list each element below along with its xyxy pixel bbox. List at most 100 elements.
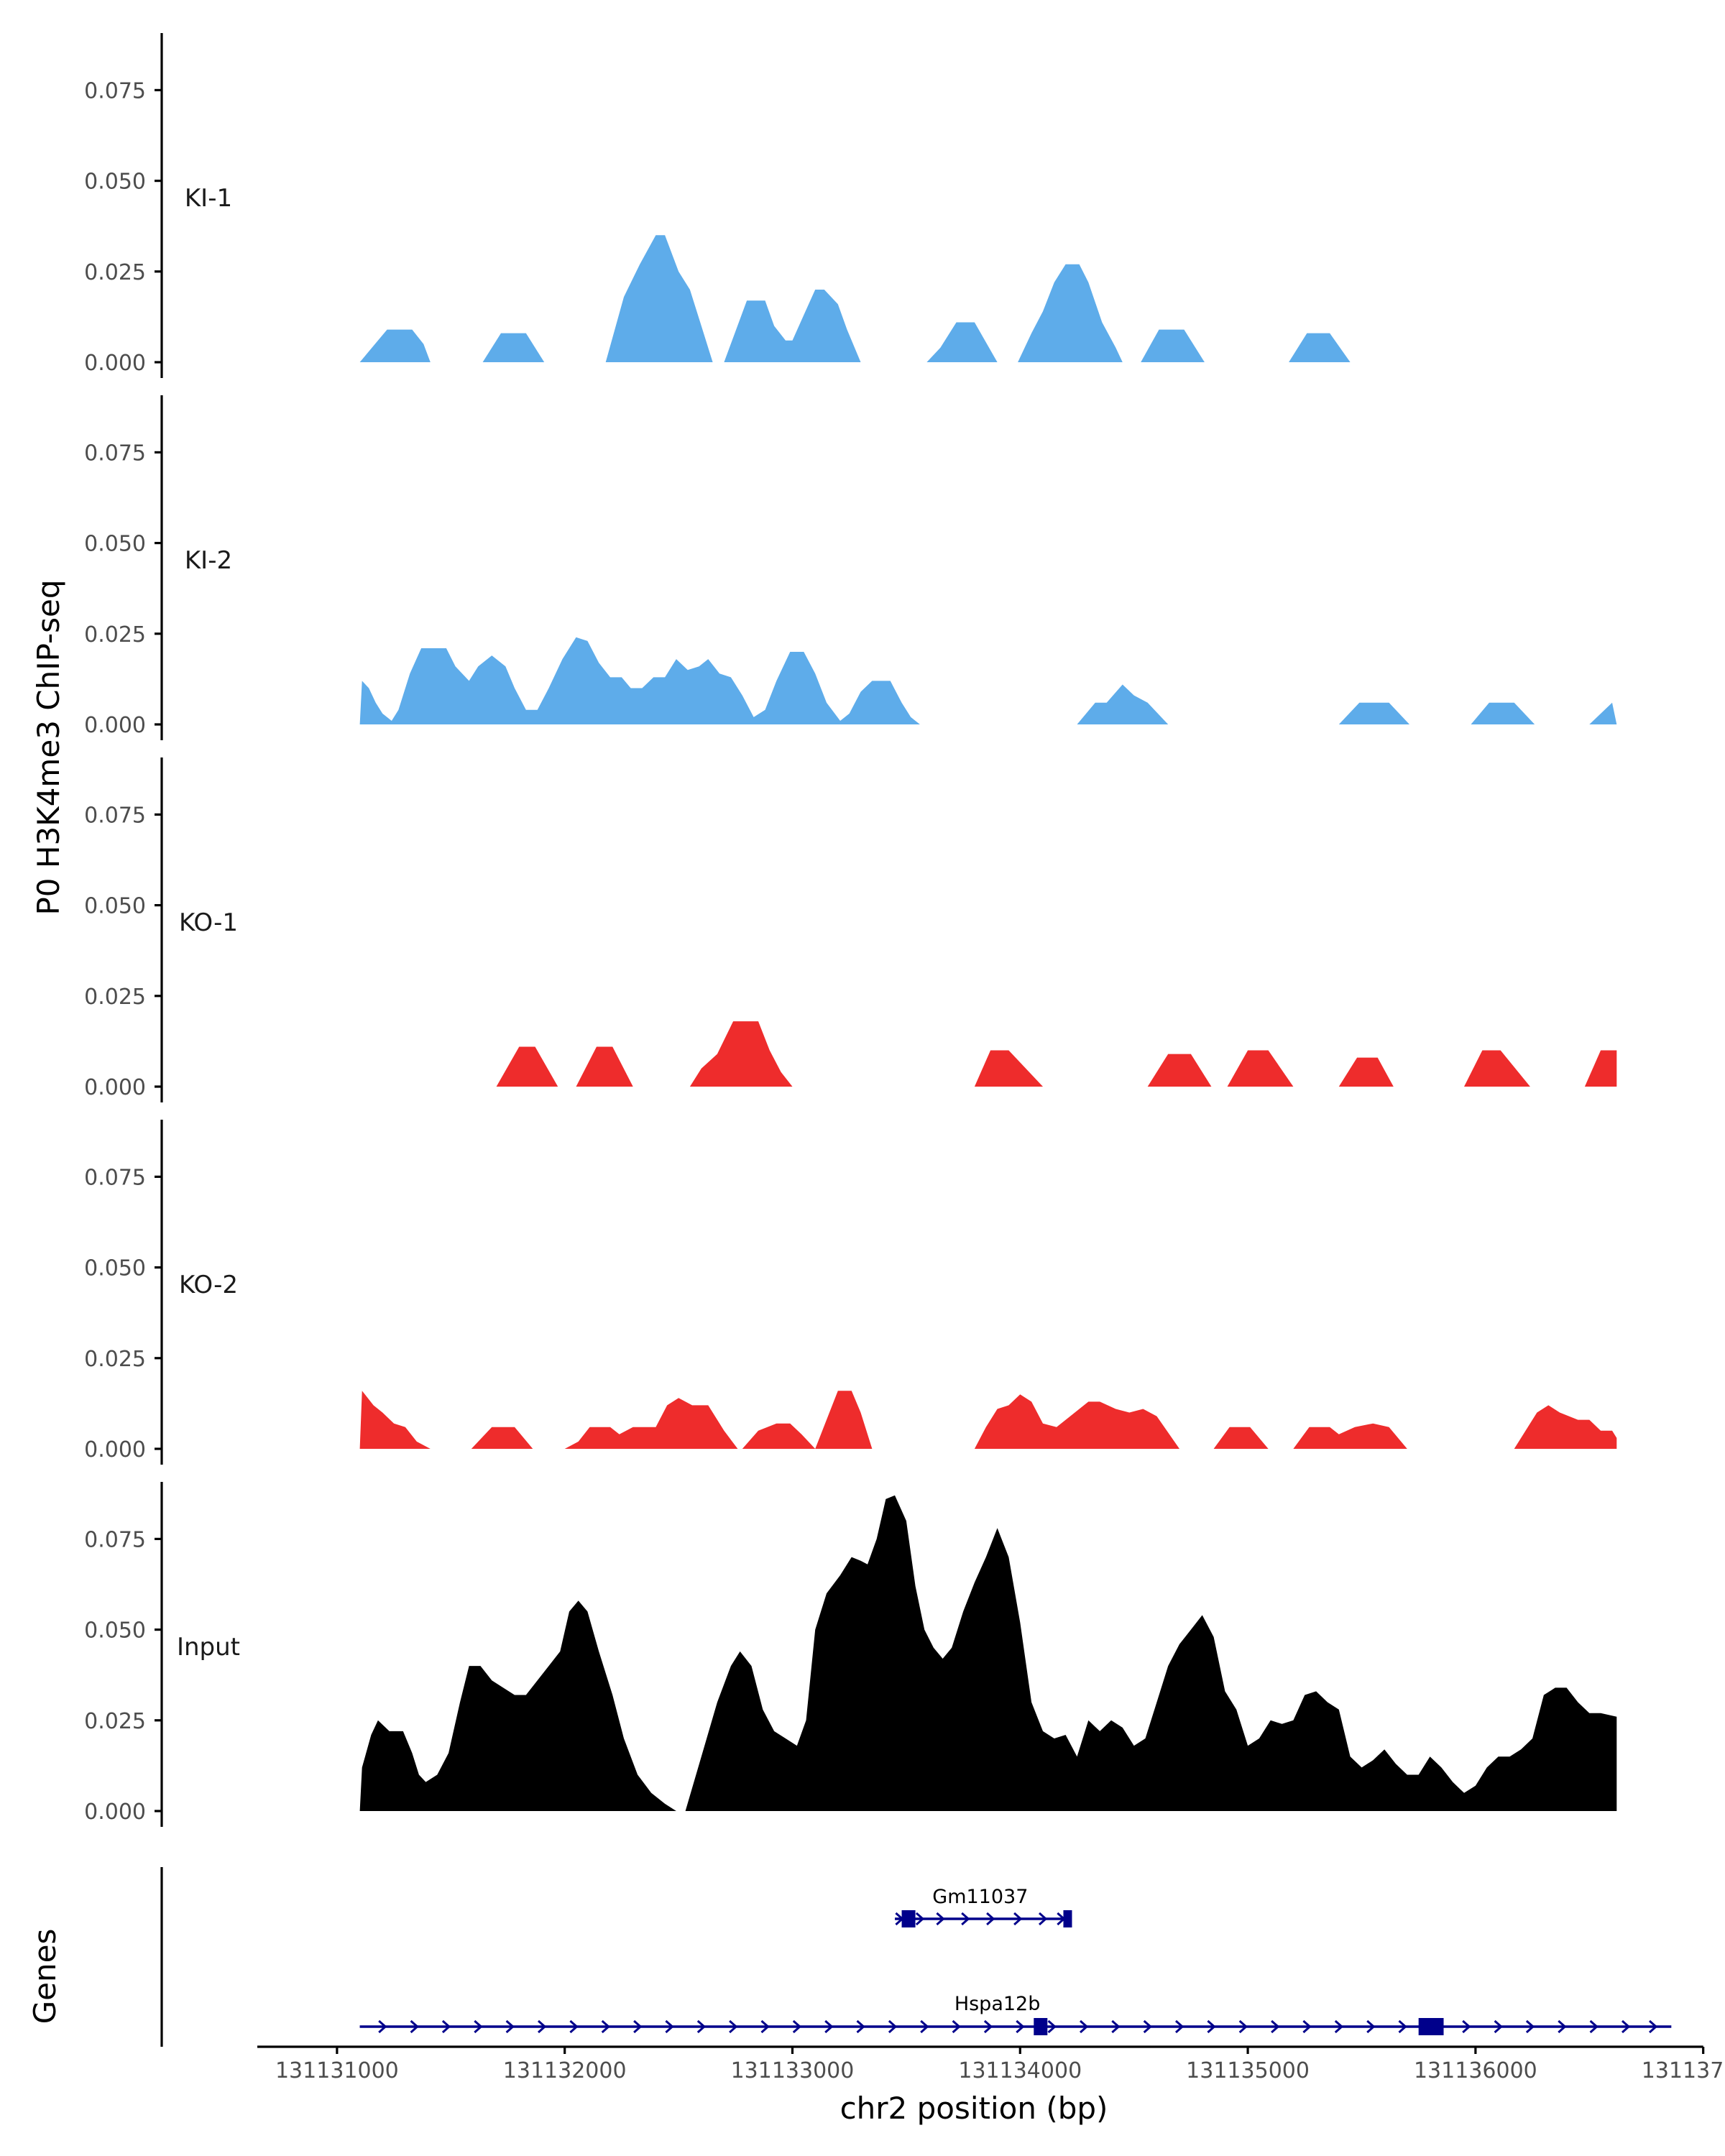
coverage-area-ko-2 — [564, 1398, 738, 1449]
strand-arrow — [986, 1912, 995, 1926]
y-tick-label: 0.075 — [84, 441, 146, 466]
coverage-tracks: 0.0000.0250.0500.075KI-10.0000.0250.0500… — [84, 33, 1617, 1827]
x-axis: 131131000 131132000 131133000 131134000 1311… — [257, 2045, 1725, 2083]
strand-arrow — [1494, 2019, 1503, 2034]
y-tick-label: 0.050 — [84, 170, 146, 195]
strand-arrow — [474, 2019, 483, 2034]
coverage-area-ki-1 — [605, 235, 713, 362]
x-axis-title: chr2 position (bp) — [840, 2091, 1108, 2126]
strand-arrow — [920, 2019, 929, 2034]
y-tick-label: 0.075 — [84, 1165, 146, 1190]
y-tick-label: 0.025 — [84, 1709, 146, 1734]
exon-block — [1418, 2018, 1444, 2035]
strand-arrow — [633, 2019, 643, 2034]
coverage-area-ko-1 — [1147, 1054, 1212, 1087]
coverage-area-ko-2 — [742, 1391, 873, 1449]
y-tick-label: 0.000 — [84, 1800, 146, 1825]
y-tick-label: 0.050 — [84, 1256, 146, 1281]
x-tick-label: 131134000 — [958, 2058, 1082, 2083]
coverage-area-ko-2 — [974, 1394, 1179, 1449]
track-panel-input: 0.000 0.025 0.050 0.075 Input — [84, 1482, 1617, 1827]
x-tick-label: 131131000 — [275, 2058, 399, 2083]
coverage-area-ko-2 — [1293, 1423, 1407, 1449]
strand-arrow — [1462, 2019, 1471, 2034]
exon-block — [901, 1910, 916, 1927]
coverage-area-ko-2 — [1514, 1405, 1617, 1449]
x-tick-label: 131136000 — [1414, 2058, 1537, 2083]
strand-arrow — [856, 2019, 865, 2034]
coverage-area-ko-1 — [1584, 1050, 1617, 1087]
gene-track: Gm11037 Hspa12b — [160, 1867, 1672, 2047]
strand-arrow — [1175, 2019, 1184, 2034]
track-panel-ko-2: 0.000 0.025 0.050 0.075 KO-2 — [84, 1120, 1617, 1465]
coverage-area-input — [359, 1600, 676, 1811]
strand-arrow — [1622, 2019, 1631, 2034]
strand-arrow — [760, 2019, 770, 2034]
strand-arrow — [1302, 2019, 1312, 2034]
strand-arrow — [601, 2019, 610, 2034]
strand-arrow — [538, 2019, 547, 2034]
y-tick-label: 0.000 — [84, 713, 146, 738]
coverage-area-ko-2 — [471, 1427, 533, 1449]
strand-arrow — [378, 2019, 387, 2034]
y-tick-label: 0.025 — [84, 985, 146, 1010]
exon-block — [1063, 1910, 1072, 1927]
coverage-area-ko-2 — [1213, 1427, 1269, 1449]
strand-arrow — [1589, 2019, 1598, 2034]
y-axis-title: P0 H3K4me3 ChIP-seq — [31, 579, 66, 915]
coverage-area-ko-1 — [1227, 1050, 1294, 1087]
strand-arrow — [1271, 2019, 1280, 2034]
coverage-area-ko-1 — [1464, 1050, 1530, 1087]
track-panel-ko-1: 0.000 0.025 0.050 0.075 KO-1 — [84, 757, 1617, 1102]
y-tick-label: 0.000 — [84, 351, 146, 376]
strand-arrow — [1558, 2019, 1567, 2034]
strand-arrow — [1080, 2019, 1089, 2034]
strand-arrow — [1366, 2019, 1376, 2034]
track-label: KO-1 — [179, 908, 238, 937]
strand-arrow — [441, 2019, 451, 2034]
strand-arrow — [792, 2019, 802, 2034]
strand-arrow — [824, 2019, 834, 2034]
y-tick-label: 0.025 — [84, 260, 146, 285]
strand-arrow — [1238, 2019, 1248, 2034]
coverage-area-ko-1 — [496, 1046, 558, 1087]
strand-arrow — [696, 2019, 707, 2034]
y-tick-label: 0.000 — [84, 1075, 146, 1100]
strand-arrow — [410, 2019, 419, 2034]
y-tick-label: 0.050 — [84, 1618, 146, 1644]
strand-arrow — [1143, 2019, 1152, 2034]
strand-arrow — [915, 1912, 925, 1926]
coverage-area-ko-1 — [576, 1046, 633, 1087]
coverage-area-ko-1 — [1338, 1057, 1394, 1087]
coverage-area-ki-1 — [1141, 329, 1205, 362]
strand-arrow — [1013, 1912, 1023, 1926]
coverage-area-ko-2 — [359, 1391, 431, 1449]
x-tick-label: 131137000 — [1642, 2058, 1725, 2083]
strand-arrow — [936, 1912, 945, 1926]
coverage-area-ki-1 — [1289, 333, 1351, 362]
strand-arrow — [983, 2019, 993, 2034]
strand-arrow — [569, 2019, 579, 2034]
gene-label: Hspa12b — [954, 1993, 1041, 2015]
track-label: Input — [177, 1633, 240, 1662]
coverage-area-ki-1 — [1018, 264, 1123, 362]
strand-arrow — [1047, 2019, 1057, 2034]
coverage-area-ko-1 — [689, 1021, 793, 1087]
y-tick-label: 0.050 — [84, 532, 146, 557]
x-tick-label: 131135000 — [1186, 2058, 1310, 2083]
y-tick-label: 0.075 — [84, 1527, 146, 1552]
coverage-area-ki-1 — [724, 290, 861, 362]
gene-hspa12b: Hspa12b — [359, 1993, 1672, 2035]
y-tick-label: 0.025 — [84, 1347, 146, 1372]
coverage-area-ki-1 — [482, 333, 545, 362]
strand-arrow — [952, 2019, 961, 2034]
coverage-area-ki-2 — [1077, 684, 1169, 724]
coverage-area-ki-1 — [359, 329, 431, 362]
strand-arrow — [1016, 2019, 1025, 2034]
coverage-area-ki-2 — [359, 637, 920, 724]
strand-arrow — [665, 2019, 674, 2034]
genes-track-title: Genes — [27, 1929, 63, 2024]
track-panel-ki-2: 0.000 0.025 0.050 0.075 KI-2 — [84, 395, 1617, 740]
y-tick-label: 0.075 — [84, 803, 146, 828]
y-tick-label: 0.000 — [84, 1437, 146, 1462]
